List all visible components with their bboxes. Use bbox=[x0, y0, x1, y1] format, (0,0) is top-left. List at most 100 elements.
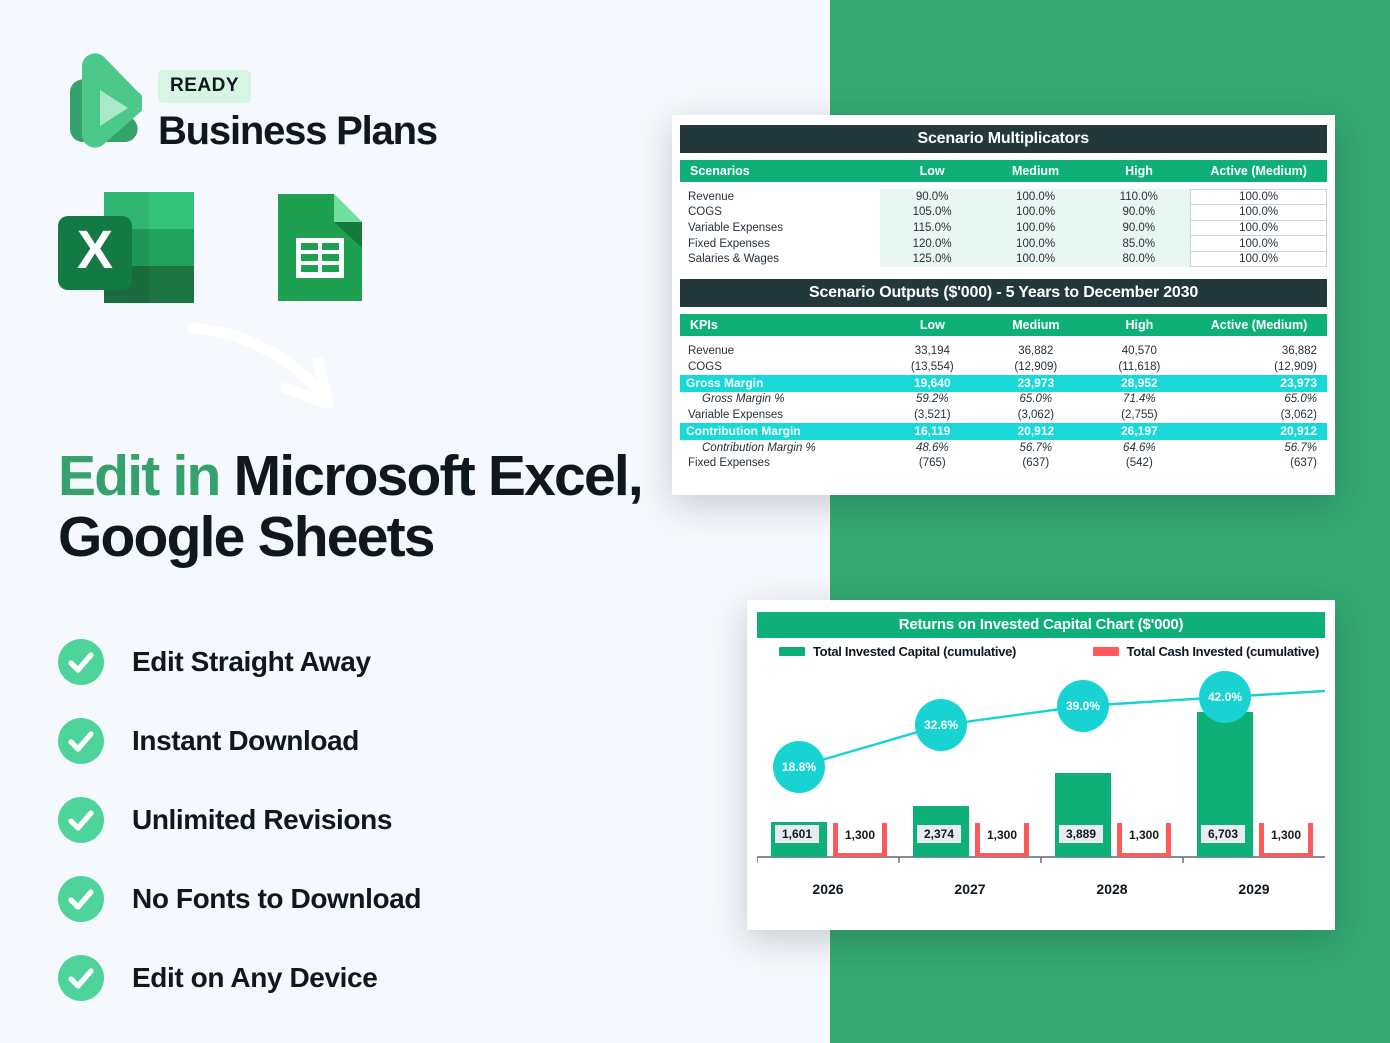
col-active: Active (Medium) bbox=[1210, 164, 1307, 178]
multiplicators-body: Revenue 90.0% 100.0% 110.0% 100.0% COGS 105.0%… bbox=[680, 188, 1327, 268]
row-label: Variable Expenses bbox=[688, 221, 784, 234]
cell-high: 64.6% bbox=[1123, 441, 1156, 454]
chart-legend: Total Invested Capital (cumulative) Total… bbox=[757, 638, 1325, 659]
bar-label-cash-invested: 1,300 bbox=[980, 826, 1025, 844]
col-scenarios: Scenarios bbox=[690, 164, 750, 178]
table-row: Revenue 33,194 36,882 40,570 36,882 bbox=[680, 343, 1327, 359]
page-title: Edit in Microsoft Excel, Google Sheets bbox=[58, 446, 718, 568]
spacer bbox=[680, 153, 1327, 160]
cell-high: 28,952 bbox=[1121, 376, 1158, 391]
cell-high: 90.0% bbox=[1087, 204, 1191, 221]
cell-active[interactable]: 100.0% bbox=[1190, 188, 1327, 206]
outputs-header-row: KPIs Low Medium High Active (Medium) bbox=[680, 314, 1327, 337]
legend-label: Total Invested Capital (cumulative) bbox=[813, 644, 1017, 659]
checklist-item: Edit on Any Device bbox=[58, 938, 758, 1017]
check-circle-icon bbox=[58, 875, 104, 922]
cell-active: 23,973 bbox=[1280, 376, 1317, 391]
col-medium: Medium bbox=[1011, 164, 1060, 178]
cell-high: (11,618) bbox=[1118, 360, 1161, 373]
row-label: Fixed Expenses bbox=[688, 457, 770, 470]
row-label: Fixed Expenses bbox=[688, 237, 770, 250]
row-label: Salaries & Wages bbox=[688, 253, 779, 266]
cell-low: 16,119 bbox=[914, 424, 951, 439]
bar-label-cash-invested: 1,300 bbox=[1122, 826, 1167, 844]
cell-active[interactable]: 100.0% bbox=[1190, 235, 1327, 252]
cell-low: 120.0% bbox=[880, 235, 984, 252]
checklist-item-label: Edit Straight Away bbox=[132, 645, 371, 677]
app-icons-row: X bbox=[56, 190, 366, 305]
scenario-table-card: Scenario Multiplicators Scenarios Low Me… bbox=[672, 115, 1335, 495]
col-medium: Medium bbox=[1012, 318, 1060, 333]
chart-title: Returns on Invested Capital Chart ($'000… bbox=[757, 612, 1325, 638]
microsoft-excel-icon: X bbox=[56, 190, 196, 305]
legend-item: Total Invested Capital (cumulative) bbox=[779, 644, 1016, 659]
table-row-highlight: Contribution Margin 16,119 20,912 26,197 20,… bbox=[680, 422, 1327, 440]
cell-medium: 20,912 bbox=[1017, 424, 1055, 439]
col-high: High bbox=[1125, 164, 1153, 178]
scenario-multiplicators-table: Scenario Multiplicators Scenarios Low Me… bbox=[680, 125, 1327, 268]
cell-low: 19,640 bbox=[913, 376, 951, 391]
cell-active[interactable]: 100.0% bbox=[1190, 204, 1327, 221]
col-kpis: KPIs bbox=[690, 318, 718, 333]
table-row: Fixed Expenses (765) (637) (542) (637) bbox=[680, 455, 1327, 471]
bar-label-invested-capital: 1,601 bbox=[775, 825, 820, 843]
row-label: COGS bbox=[688, 206, 722, 219]
roic-chart-card: Returns on Invested Capital Chart ($'000… bbox=[747, 600, 1335, 930]
checklist-item: Unlimited Revisions bbox=[58, 780, 758, 859]
col-low: Low bbox=[919, 164, 945, 178]
cell-high: 90.0% bbox=[1087, 220, 1191, 236]
cell-low: 115.0% bbox=[880, 220, 984, 236]
table-row: COGS 105.0% 100.0% 90.0% 100.0% bbox=[680, 204, 1327, 221]
bar-label-cash-invested: 1,300 bbox=[1264, 826, 1309, 844]
cell-medium: (12,909) bbox=[1014, 360, 1058, 373]
google-sheets-icon bbox=[274, 190, 366, 305]
legend-label: Total Cash Invested (cumulative) bbox=[1126, 644, 1320, 659]
bubble-return-percent: 42.0% bbox=[1199, 671, 1251, 723]
brand-text-block: READY Business Plans bbox=[158, 62, 438, 151]
cell-active: (3,062) bbox=[1280, 409, 1317, 422]
bar-label-invested-capital: 2,374 bbox=[917, 825, 962, 843]
cell-active[interactable]: 100.0% bbox=[1190, 250, 1327, 268]
cell-active: 36,882 bbox=[1281, 345, 1317, 358]
cell-high: 71.4% bbox=[1123, 393, 1156, 406]
col-high: High bbox=[1125, 318, 1154, 333]
table-row: Contribution Margin % 48.6% 56.7% 64.6% 56.7… bbox=[680, 440, 1327, 456]
checklist-item: Instant Download bbox=[58, 701, 758, 780]
cell-active[interactable]: 100.0% bbox=[1190, 219, 1327, 237]
row-label: Contribution Margin % bbox=[702, 441, 816, 454]
multiplicators-header-row: Scenarios Low Medium High Active (Medium… bbox=[680, 160, 1327, 182]
cell-low: 125.0% bbox=[880, 251, 984, 267]
x-axis-tick-label: 2028 bbox=[1096, 881, 1128, 897]
checklist-item: No Fonts to Download bbox=[58, 859, 758, 938]
row-label: Revenue bbox=[688, 345, 735, 358]
ready-badge: READY bbox=[158, 69, 252, 103]
cell-low: (765) bbox=[918, 457, 946, 470]
cell-medium: 100.0% bbox=[983, 251, 1088, 267]
cell-medium: 36,882 bbox=[1018, 345, 1054, 358]
cell-medium: 100.0% bbox=[983, 220, 1088, 236]
outputs-title: Scenario Outputs ($'000) - 5 Years to De… bbox=[680, 279, 1327, 308]
scenario-outputs-table: Scenario Outputs ($'000) - 5 Years to De… bbox=[680, 279, 1327, 471]
bubble-return-percent: 32.6% bbox=[915, 699, 967, 752]
cell-active: 56.7% bbox=[1284, 441, 1317, 454]
cell-high: 40,570 bbox=[1121, 345, 1157, 358]
cell-low: (13,554) bbox=[910, 360, 954, 373]
row-label: Gross Margin % bbox=[702, 393, 785, 406]
cell-high: 85.0% bbox=[1087, 235, 1191, 252]
table-row-highlight: Gross Margin 19,640 23,973 28,952 23,973 bbox=[680, 374, 1327, 392]
checklist-item-label: Unlimited Revisions bbox=[132, 803, 393, 835]
legend-item: Total Cash Invested (cumulative) bbox=[1092, 644, 1320, 659]
checklist-item: Edit Straight Away bbox=[58, 622, 758, 701]
col-low: Low bbox=[919, 318, 945, 333]
cell-low: 59.2% bbox=[916, 393, 949, 406]
feature-checklist: Edit Straight Away Instant Download Unlimi… bbox=[58, 622, 758, 1017]
row-label: Gross Margin bbox=[686, 376, 764, 391]
table-row: Variable Expenses 115.0% 100.0% 90.0% 100.0% bbox=[680, 219, 1327, 237]
bar-label-invested-capital: 6,703 bbox=[1201, 825, 1246, 843]
x-axis-tick-label: 2026 bbox=[812, 881, 844, 897]
outputs-body: Revenue 33,194 36,882 40,570 36,882 COGS (13,5… bbox=[680, 343, 1327, 471]
cell-low: 105.0% bbox=[880, 204, 984, 221]
cell-low: (3,521) bbox=[914, 409, 951, 422]
checklist-item-label: Edit on Any Device bbox=[132, 961, 378, 993]
checklist-item-label: No Fonts to Download bbox=[132, 882, 422, 914]
